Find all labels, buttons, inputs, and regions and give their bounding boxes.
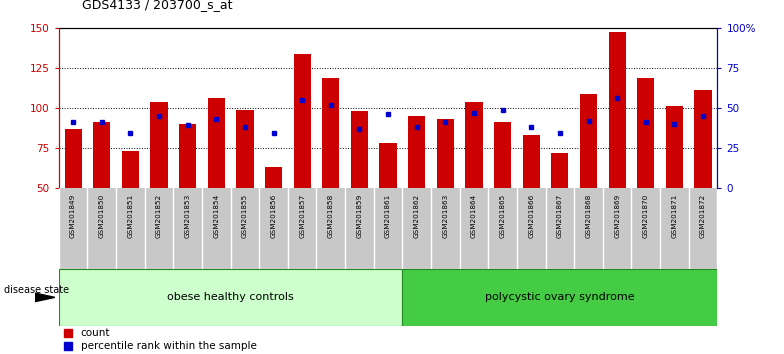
Text: polycystic ovary syndrome: polycystic ovary syndrome [485,292,635,302]
Text: GSM201871: GSM201871 [671,194,677,238]
Text: GSM201870: GSM201870 [643,194,649,238]
Bar [322,78,339,188]
FancyBboxPatch shape [59,269,402,326]
Polygon shape [35,293,55,302]
Bar [580,94,597,188]
Text: GSM201863: GSM201863 [442,194,448,238]
Text: obese healthy controls: obese healthy controls [167,292,294,302]
Bar [408,116,425,188]
Bar [608,32,626,188]
Text: GSM201872: GSM201872 [700,194,706,238]
Text: GSM201855: GSM201855 [242,194,248,238]
Bar [551,153,568,188]
Legend: count, percentile rank within the sample: count, percentile rank within the sample [64,328,256,352]
Bar [293,54,310,188]
Bar [695,91,712,188]
Bar [437,119,454,188]
Bar [265,167,282,188]
Text: GSM201853: GSM201853 [185,194,191,238]
Text: GSM201850: GSM201850 [99,194,105,238]
Bar [637,78,655,188]
Bar [122,151,139,188]
Bar [236,110,253,188]
Text: GSM201856: GSM201856 [270,194,277,238]
Text: GSM201857: GSM201857 [299,194,305,238]
Bar [466,102,483,188]
Text: GSM201862: GSM201862 [414,194,419,238]
Bar [351,111,368,188]
Text: GSM201869: GSM201869 [614,194,620,238]
Bar [151,102,168,188]
Bar [523,135,540,188]
Text: GDS4133 / 203700_s_at: GDS4133 / 203700_s_at [82,0,233,11]
Text: GSM201851: GSM201851 [127,194,133,238]
FancyBboxPatch shape [402,269,717,326]
Text: GSM201852: GSM201852 [156,194,162,238]
Text: GSM201861: GSM201861 [385,194,391,238]
Text: GSM201859: GSM201859 [357,194,362,238]
Text: GSM201849: GSM201849 [70,194,76,238]
Text: GSM201868: GSM201868 [586,194,591,238]
Bar [494,122,511,188]
Bar [64,129,82,188]
Bar [179,124,196,188]
Text: GSM201867: GSM201867 [557,194,563,238]
Bar [666,106,683,188]
Text: GSM201864: GSM201864 [471,194,477,238]
Text: GSM201854: GSM201854 [213,194,220,238]
Bar [93,122,111,188]
Text: GSM201858: GSM201858 [328,194,334,238]
Text: GSM201865: GSM201865 [499,194,506,238]
Bar [379,143,397,188]
Text: disease state: disease state [4,285,69,295]
Bar [208,98,225,188]
Text: GSM201866: GSM201866 [528,194,534,238]
